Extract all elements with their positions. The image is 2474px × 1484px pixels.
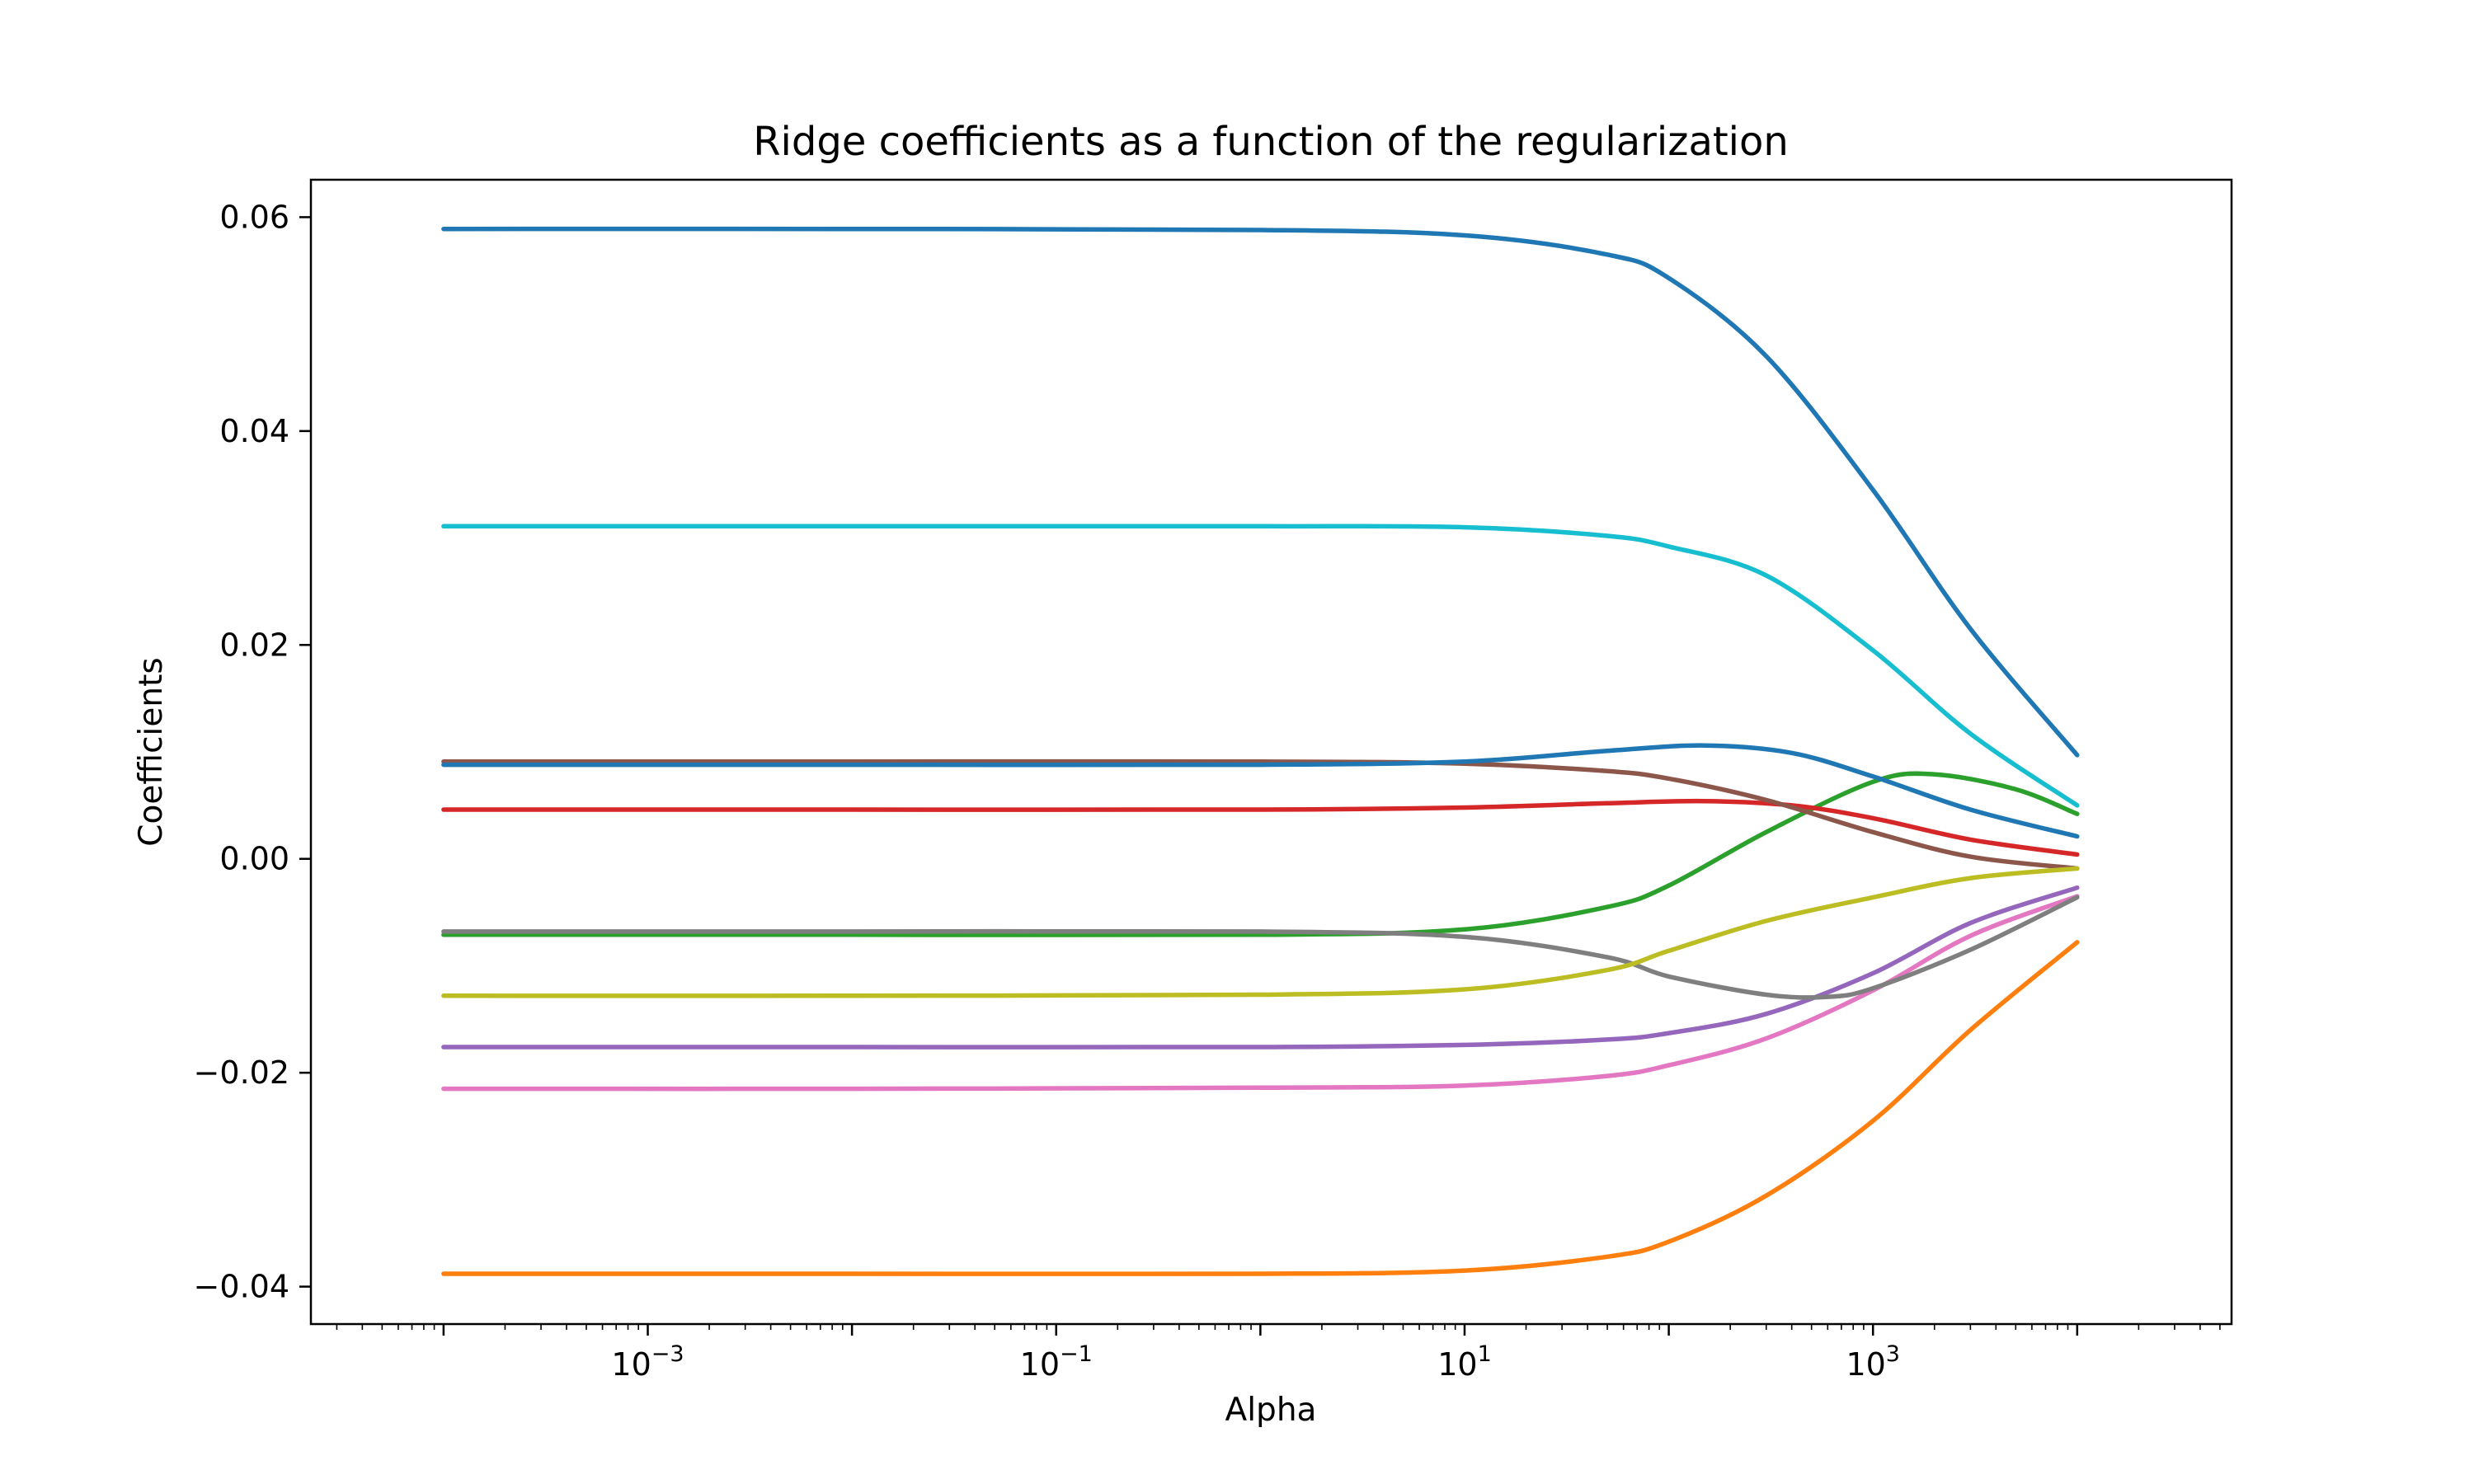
plot-frame [309, 178, 2233, 1326]
chart-title: Ridge coefficients as a function of the … [753, 119, 1789, 165]
y-tick-label: 0.00 [219, 841, 289, 877]
x-tick-label: 10−1 [1020, 1341, 1093, 1383]
series-line-5 [441, 885, 2080, 1050]
y-tick-label: 0.02 [219, 627, 289, 663]
y-tick-label: 0.06 [219, 199, 289, 235]
series-line-10 [441, 524, 2080, 808]
y-axis-ticks: −0.04 −0.02 0.00 0.02 0.04 0.06 [194, 199, 311, 1305]
y-tick-label: −0.04 [194, 1269, 289, 1305]
series-line-1 [441, 226, 2080, 758]
y-tick-label: 0.04 [219, 413, 289, 449]
series-layer [441, 226, 2080, 1277]
series-line-11 [441, 743, 2080, 839]
x-axis-label: Alpha [1225, 1392, 1317, 1429]
series-line-8 [441, 895, 2080, 1000]
series-line-9 [441, 866, 2080, 998]
series-line-3 [441, 771, 2080, 938]
x-tick-label: 101 [1437, 1341, 1492, 1383]
series-line-4 [441, 798, 2080, 857]
y-axis-label: Coefficients [133, 657, 170, 846]
series-line-2 [441, 940, 2080, 1277]
x-tick-label: 103 [1846, 1341, 1900, 1383]
x-axis-ticks: 10−3 10−1 101 103 [336, 1324, 2221, 1383]
series-line-6 [441, 758, 2080, 871]
x-tick-label: 10−3 [611, 1341, 684, 1383]
y-tick-label: −0.02 [194, 1054, 289, 1091]
